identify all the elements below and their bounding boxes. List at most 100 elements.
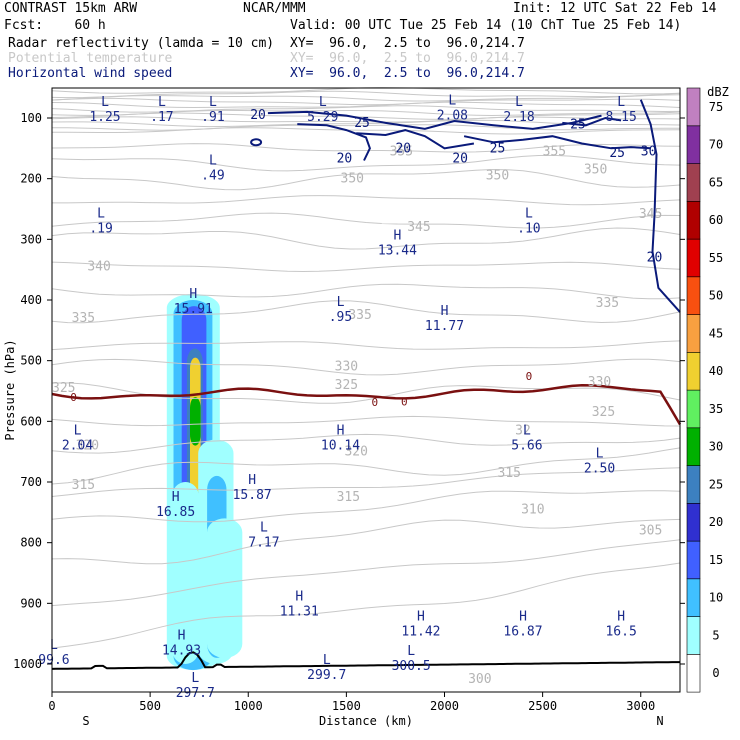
wind-labels: 20 25 20 20 25 25 20 25 30 20 [250, 108, 662, 266]
colorbar-swatch-4 [686, 502, 701, 542]
extrema-type-15: H [337, 424, 345, 439]
theta-label-8: 335 [72, 311, 95, 326]
x-tick-label-6: 3000 [626, 699, 655, 713]
reflectivity-layer [166, 293, 243, 671]
extrema-type-1: L [158, 95, 166, 110]
extrema-value-18: 15.87 [233, 488, 272, 503]
x-tick-label-4: 2000 [430, 699, 459, 713]
theta-contour-2 [51, 94, 681, 102]
extrema-value-5: 2.18 [503, 110, 534, 125]
colorbar-label-0: 0 [712, 666, 719, 680]
extrema-value-1: .17 [150, 110, 173, 125]
theta-contour-27 [51, 467, 681, 497]
x-tick-label-1: 500 [139, 699, 161, 713]
theta-contour-14 [51, 168, 681, 191]
theta-labels: 355 355 350 350 350 345 345 340 335 335 335 330 330 3… [52, 144, 662, 687]
extrema-value-9: .10 [517, 221, 540, 236]
y-tick-label-4: 500 [20, 354, 42, 368]
plot-frame [51, 87, 681, 693]
wind-contour-5 [562, 116, 622, 127]
extrema-type-0: L [101, 95, 109, 110]
theta-label-0: 355 [390, 144, 413, 159]
extrema-value-2: .91 [201, 110, 224, 125]
extrema-value-7: .49 [201, 169, 224, 184]
colorbar-swatch-10 [686, 276, 701, 315]
field-wind-name: Horizontal wind speed [8, 66, 173, 81]
theta-contour-24 [51, 415, 681, 427]
y-tick-label-9: 1000 [13, 657, 42, 671]
extrema-type-23: H [519, 609, 527, 624]
extrema-value-21: 11.31 [280, 604, 319, 619]
extrema-type-21: H [295, 589, 303, 604]
theta-label-9: 335 [348, 308, 371, 323]
theta-contour-4 [51, 101, 681, 109]
x-tick-label-2: 1000 [234, 699, 263, 713]
wind-label-1: 25 [354, 116, 370, 131]
theta-contour-28 [51, 490, 681, 523]
terrain-line [51, 651, 680, 670]
wind-contour-0 [267, 110, 602, 130]
y-tick-label-0: 100 [20, 111, 42, 125]
x-tick-label-5: 2500 [528, 699, 557, 713]
theta-contour-5 [51, 105, 681, 113]
wind-contour-4 [639, 99, 681, 313]
extrema-type-22: H [417, 609, 425, 624]
wind-label-8: 30 [641, 144, 657, 159]
field-reflectivity-name: Radar reflectivity (lamda = 10 cm) [8, 36, 275, 51]
extrema-type-14: L [74, 424, 82, 439]
theta-contour-7 [51, 112, 681, 120]
extrema-type-28: L [323, 653, 331, 668]
colorbar-swatch-0 [686, 653, 701, 693]
theta-label-17: 320 [344, 445, 367, 460]
zero-label-2: 0 [401, 395, 408, 408]
colorbar-label-11: 55 [709, 251, 723, 265]
colorbar-swatch-5 [686, 465, 701, 504]
colorbar-swatch-2 [686, 578, 701, 617]
colorbar-swatch-14 [686, 125, 701, 164]
extrema-type-27: L [407, 644, 415, 659]
extrema-type-26: L [50, 638, 58, 653]
colorbar-label-12: 60 [709, 213, 723, 227]
theta-label-2: 350 [341, 172, 364, 187]
extrema-value-10: 13.44 [378, 243, 417, 258]
extrema-value-12: .95 [329, 310, 352, 325]
zero-contour [51, 384, 682, 426]
extrema-type-11: H [189, 287, 197, 302]
y-tick-label-2: 300 [20, 232, 42, 246]
zero-label-0: 0 [70, 391, 77, 404]
extrema-value-3: 5.29 [307, 110, 338, 125]
zero-label-1: 0 [372, 396, 379, 409]
extrema-value-29: 297.7 [176, 686, 215, 701]
extrema-value-17: 2.50 [584, 462, 615, 477]
theta-contour-11 [52, 127, 681, 135]
theta-contour-12 [51, 143, 681, 153]
extrema-type-18: H [248, 473, 256, 488]
theta-label-23: 305 [639, 524, 662, 539]
wind-label-5: 25 [490, 141, 506, 156]
theta-label-5: 345 [407, 220, 430, 235]
field-wind-xy: XY= 96.0, 2.5 to 96.0,214.7 [290, 66, 525, 81]
theta-label-16: 320 [76, 439, 99, 454]
theta-label-11: 330 [335, 360, 358, 375]
colorbar-label-7: 35 [709, 402, 723, 416]
init-time: Init: 12 UTC Sat 22 Feb 14 [513, 1, 717, 16]
theta-label-4: 350 [584, 163, 607, 178]
colorbar-swatch-11 [686, 238, 701, 278]
colorbar-swatch-15 [686, 87, 701, 127]
x-axis-label: Distance (km) [319, 714, 413, 728]
zero-label-3: 0 [526, 370, 533, 383]
colorbar-label-15: 75 [709, 100, 723, 114]
colorbar-unit: dBZ [707, 85, 729, 99]
extrema-value-20: 7.17 [248, 536, 279, 551]
extrema-value-13: 11.77 [425, 319, 464, 334]
extrema-type-8: L [97, 206, 105, 221]
extrema-type-20: L [260, 521, 268, 536]
extrema-value-27: 300.5 [392, 659, 431, 674]
x-tick-label-3: 1500 [332, 699, 361, 713]
extrema-type-16: L [523, 424, 531, 439]
extrema-type-10: H [393, 228, 401, 243]
extrema-type-19: H [172, 490, 180, 505]
theta-label-12: 330 [588, 375, 611, 390]
